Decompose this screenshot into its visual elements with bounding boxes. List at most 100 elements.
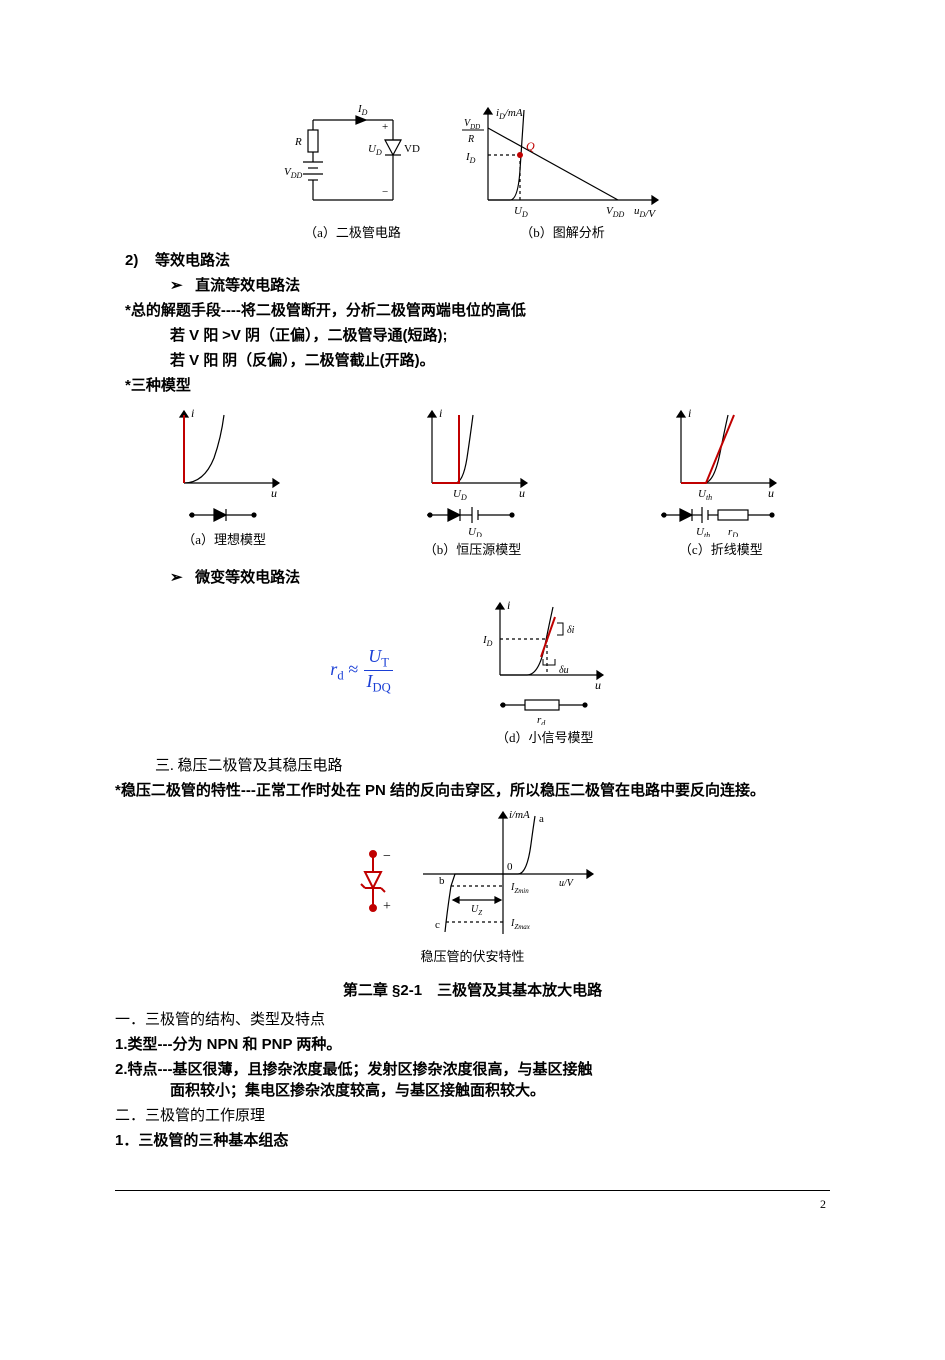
svg-text:IZmax: IZmax (510, 918, 531, 931)
sub1-line: ➢ 直流等效电路法 (115, 274, 830, 295)
sec-equiv-line: 2) 等效电路法 (115, 249, 830, 270)
chapter2-title: 第二章 §2-1 三极管及其基本放大电路 (115, 979, 830, 1000)
page: ID + − R UD VD VDD （a）二极管电路 (0, 0, 945, 1360)
top-figure-row: ID + − R UD VD VDD （a）二极管电路 (115, 100, 830, 241)
sec-num: 2) (125, 252, 138, 269)
rd-symbol: rd (495, 695, 595, 725)
svg-text:R: R (467, 134, 474, 145)
ch2-h2: 二．三极管的工作原理 (115, 1104, 830, 1125)
model-a-symbol (184, 503, 264, 527)
cond-on: 若 V 阳 >V 阴（正偏），二极管导通(短路); (115, 324, 830, 345)
cond-off-c: 阴（反偏），二极管截止(开路)。 (222, 352, 435, 369)
model-c-curve: i Uth u (656, 403, 786, 503)
small-signal-row: rd ≈ UT IDQ (115, 595, 830, 746)
load-line-figure: Q iD/mA VDD R ID UD VDD uD/V （b）图解分析 (458, 100, 668, 241)
rd-num: U (368, 646, 381, 666)
small-signal-caption: （d）小信号模型 (496, 727, 594, 746)
model-c: i Uth u Uth rD (656, 403, 786, 558)
svg-text:VDD: VDD (606, 205, 625, 219)
svg-text:VDD: VDD (284, 166, 303, 180)
small-signal-svg: i ID δi δu u (475, 595, 615, 695)
sub2: 微变等效电路法 (195, 569, 300, 586)
svg-text:a: a (539, 813, 544, 825)
svg-text:R: R (294, 136, 302, 148)
svg-text:u: u (519, 486, 525, 500)
svg-text:Uth: Uth (696, 526, 710, 537)
cond-off-b: V 阳 (189, 352, 218, 369)
svg-text:+: + (383, 899, 391, 914)
model-b-curve: i UD u (407, 403, 537, 503)
zener-fig-row: − + (115, 804, 830, 965)
graph-caption: （b）图解分析 (520, 222, 605, 241)
svg-text:c: c (435, 919, 440, 931)
diode-circuit-figure: ID + − R UD VD VDD （a）二极管电路 (278, 100, 428, 241)
svg-text:VD: VD (404, 143, 420, 155)
svg-text:VDD: VDD (464, 118, 480, 131)
svg-text:+: + (382, 121, 388, 133)
zener-line: *稳压二极管的特性---正常工作时处在 PN 结的反向击穿区，所以稳压二极管在电… (115, 779, 830, 800)
svg-text:UZ: UZ (471, 904, 482, 917)
models-row: i u （a）理想模型 (115, 403, 830, 558)
model-c-caption: （c）折线模型 (679, 539, 763, 558)
svg-text:δu: δu (559, 665, 569, 676)
svg-text:UD: UD (468, 526, 482, 537)
zener-caption: 稳压管的伏安特性 (420, 946, 524, 965)
svg-text:IZmin: IZmin (510, 882, 529, 895)
svg-text:i: i (439, 406, 442, 420)
svg-text:ID: ID (357, 103, 368, 117)
main-method: *总的解题手段----将二极管断开，分析二极管两端电位的高低 (115, 299, 830, 320)
ch2-l2b: 面积较小；集电区掺杂浓度较高，与基区接触面积较大。 (115, 1079, 830, 1100)
svg-text:i: i (191, 406, 194, 420)
ch2-l1: 1.类型---分为 NPN 和 PNP 两种。 (115, 1033, 830, 1054)
ch2-l2a: 2.特点---基区很薄，且掺杂浓度最低；发射区掺杂浓度很高，与基区接触 (115, 1058, 830, 1079)
model-a: i u （a）理想模型 (159, 403, 289, 558)
svg-text:Q: Q (526, 139, 535, 153)
svg-text:ID: ID (482, 634, 493, 648)
svg-text:b: b (439, 875, 445, 887)
svg-text:u: u (271, 486, 277, 500)
ch2-h1: 一．三极管的结构、类型及特点 (115, 1008, 830, 1029)
zener-heading: 三. 稳压二极管及其稳压电路 (115, 754, 830, 775)
triangle-bullet-icon-2: ➢ (170, 569, 191, 586)
svg-text:rD: rD (728, 526, 738, 537)
model-b-symbol: UD (422, 503, 522, 537)
model-b: i UD u UD （b）恒压源模型 (407, 403, 537, 558)
cond-off: 若 V 阳 阴（反偏），二极管截止(开路)。 (115, 349, 830, 370)
svg-text:i: i (688, 406, 691, 420)
rd-approx: ≈ (348, 659, 362, 679)
circuit-caption: （a）二极管电路 (304, 222, 401, 241)
cond-on-a: 若 (170, 327, 189, 344)
cond-on-c: >V 阴（正偏），二极管导通(短路); (222, 327, 447, 344)
zener-figure: − + (343, 804, 603, 965)
cond-on-b: V 阳 (189, 327, 218, 344)
small-signal-fig: i ID δi δu u rd （d）小信号模型 (475, 595, 615, 746)
svg-text:UD: UD (514, 205, 528, 219)
sub1: 直流等效电路法 (195, 277, 300, 294)
sub2-line: ➢ 微变等效电路法 (115, 566, 830, 587)
load-line-svg: Q iD/mA VDD R ID UD VDD uD/V (458, 100, 668, 220)
sec-title: 等效电路法 (155, 252, 230, 269)
svg-text:u: u (768, 486, 774, 500)
svg-text:δi: δi (567, 625, 575, 636)
svg-text:iD/mA: iD/mA (496, 107, 523, 121)
svg-text:0: 0 (507, 861, 513, 873)
model-b-caption: （b）恒压源模型 (424, 539, 522, 558)
cond-off-a: 若 (170, 352, 189, 369)
svg-text:−: − (383, 849, 391, 864)
svg-text:u: u (595, 678, 601, 692)
svg-text:UD: UD (368, 143, 382, 157)
rd-den-sub: DQ (373, 681, 391, 695)
models-title: *三种模型 (115, 374, 830, 395)
svg-text:u/V: u/V (559, 878, 575, 889)
zener-svg: − + (343, 804, 603, 944)
rd-lhs-sub: d (337, 668, 343, 682)
svg-text:i: i (507, 598, 510, 612)
model-c-symbol: Uth rD (656, 503, 786, 537)
rd-formula: rd ≈ UT IDQ (330, 647, 394, 694)
triangle-bullet-icon: ➢ (170, 277, 191, 294)
ch2-l3: 1．三极管的三种基本组态 (115, 1129, 830, 1150)
rd-num-sub: T (381, 655, 389, 669)
svg-text:UD: UD (453, 488, 467, 502)
svg-text:i/mA: i/mA (509, 809, 530, 821)
diode-circuit-svg: ID + − R UD VD VDD (278, 100, 428, 220)
